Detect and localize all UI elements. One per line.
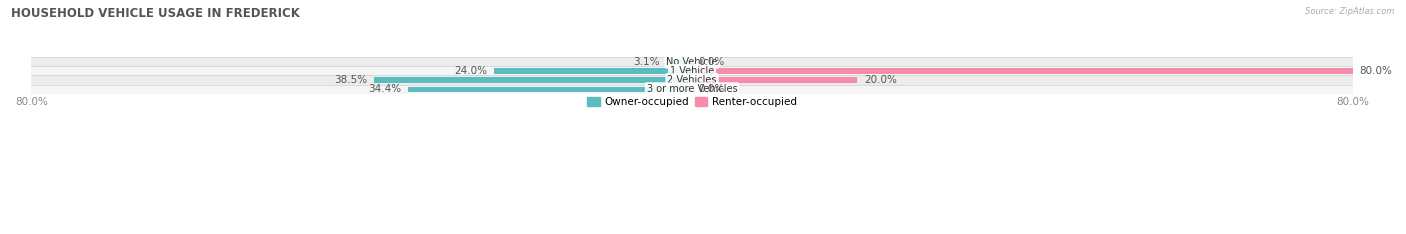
Bar: [31, 57, 1353, 66]
Text: 24.0%: 24.0%: [454, 66, 488, 76]
Bar: [494, 68, 692, 73]
Legend: Owner-occupied, Renter-occupied: Owner-occupied, Renter-occupied: [583, 93, 801, 111]
Bar: [692, 68, 1353, 73]
Text: 0.0%: 0.0%: [699, 84, 725, 94]
Bar: [374, 77, 692, 83]
Text: 80.0%: 80.0%: [1360, 66, 1392, 76]
Bar: [408, 87, 692, 92]
Text: 3 or more Vehicles: 3 or more Vehicles: [647, 84, 737, 94]
Text: Source: ZipAtlas.com: Source: ZipAtlas.com: [1305, 7, 1395, 16]
Text: 38.5%: 38.5%: [335, 75, 367, 85]
Text: No Vehicle: No Vehicle: [666, 57, 717, 67]
Bar: [31, 85, 1353, 94]
Text: 1 Vehicle: 1 Vehicle: [669, 66, 714, 76]
Bar: [31, 66, 1353, 75]
Text: 0.0%: 0.0%: [699, 57, 725, 67]
Text: 3.1%: 3.1%: [633, 57, 659, 67]
Text: 34.4%: 34.4%: [368, 84, 401, 94]
Text: HOUSEHOLD VEHICLE USAGE IN FREDERICK: HOUSEHOLD VEHICLE USAGE IN FREDERICK: [11, 7, 299, 20]
Bar: [666, 59, 692, 64]
Bar: [31, 75, 1353, 85]
Bar: [692, 77, 858, 83]
Text: 2 Vehicles: 2 Vehicles: [668, 75, 717, 85]
Text: 20.0%: 20.0%: [863, 75, 897, 85]
